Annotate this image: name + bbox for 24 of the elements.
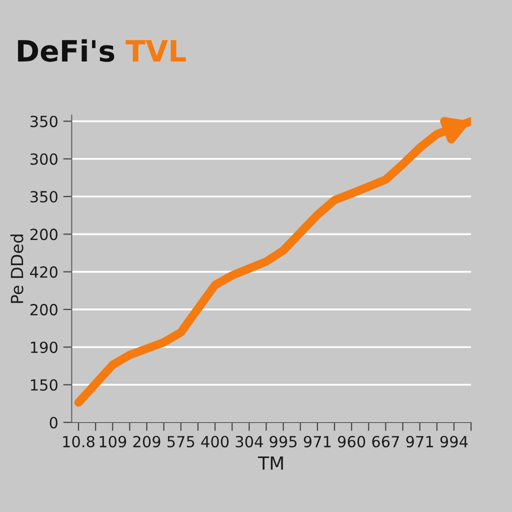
y-axis-title: Pe DDed bbox=[10, 234, 24, 303]
text: 420 bbox=[30, 266, 58, 278]
x-axis-title: TM bbox=[258, 456, 283, 470]
x-tick-label: 971 bbox=[406, 436, 434, 448]
x-tick-label: 304 bbox=[236, 436, 263, 448]
x-tick-label: 995 bbox=[270, 436, 297, 448]
text: 300 bbox=[30, 153, 58, 165]
x-tick-label: 10.8 bbox=[63, 436, 94, 448]
text: 350 bbox=[30, 190, 58, 203]
text: 200 bbox=[30, 228, 58, 240]
x-tick-label: 575 bbox=[168, 436, 194, 448]
x-tick-label: 209 bbox=[133, 436, 160, 448]
x-tick-label: 667 bbox=[372, 436, 399, 448]
x-tick-label: 109 bbox=[100, 436, 126, 448]
x-tick-label: 971 bbox=[304, 436, 331, 448]
text: 200 bbox=[30, 304, 58, 316]
text: 350 bbox=[30, 116, 58, 128]
text: 0 bbox=[50, 416, 58, 428]
text: 190 bbox=[31, 342, 58, 354]
x-tick-label: 960 bbox=[338, 436, 366, 448]
x-tick-label: 994 bbox=[440, 436, 468, 448]
chart-title: DeFi's TVL bbox=[18, 39, 186, 62]
x-tick-label: 400 bbox=[201, 436, 229, 448]
text: 150 bbox=[31, 379, 58, 391]
